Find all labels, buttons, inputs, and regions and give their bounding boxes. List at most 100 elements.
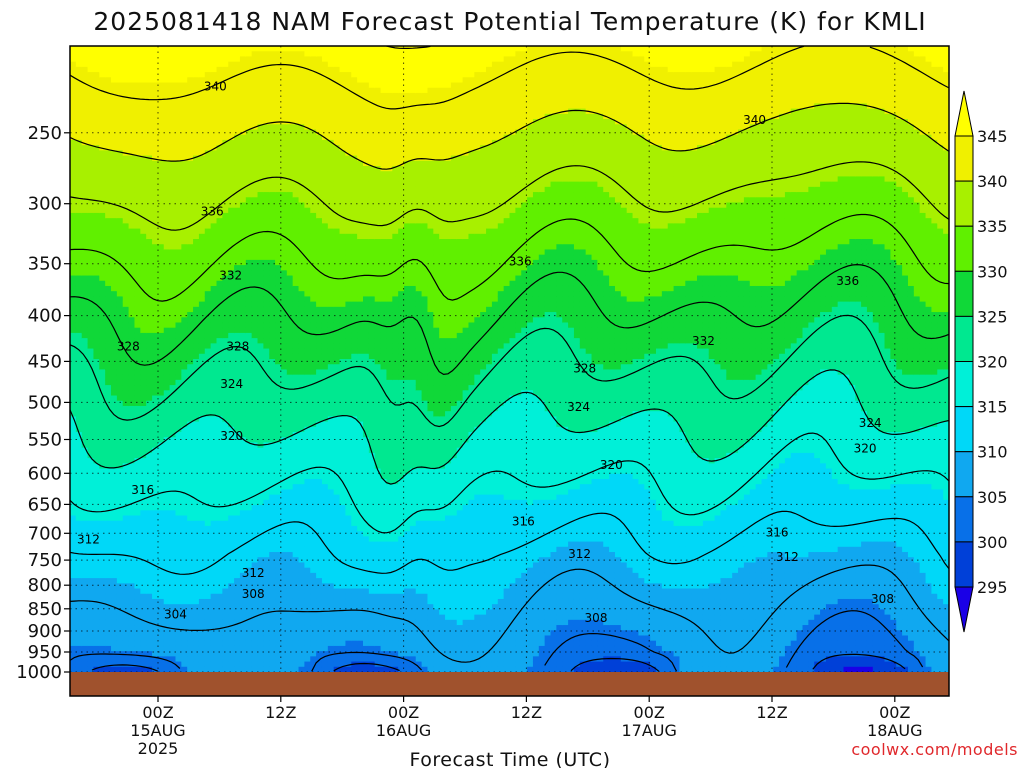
theta-cell (75, 322, 83, 329)
theta-cell (245, 66, 253, 73)
theta-cell (198, 666, 206, 672)
theta-cell (257, 598, 264, 605)
theta-cell (292, 46, 300, 52)
theta-cell (304, 614, 311, 621)
theta-cell (70, 359, 77, 365)
theta-cell (310, 400, 317, 407)
theta-cell (157, 369, 165, 376)
theta-cell (181, 546, 188, 553)
theta-cell (140, 353, 147, 360)
theta-cell (269, 374, 276, 381)
theta-cell (187, 473, 194, 480)
theta-cell (116, 218, 124, 224)
theta-cell (210, 207, 218, 214)
theta-cell (193, 212, 200, 219)
theta-cell (210, 562, 218, 569)
theta-cell (292, 614, 300, 621)
theta-cell (87, 525, 95, 532)
theta-cell (251, 531, 259, 537)
theta-cell (152, 416, 159, 423)
theta-cell (105, 598, 112, 605)
theta-cell (286, 155, 294, 162)
theta-cell (157, 265, 165, 271)
theta-cell (198, 254, 206, 261)
theta-cell (251, 541, 259, 548)
theta-cell (251, 619, 259, 626)
theta-cell (134, 155, 141, 162)
theta-cell (163, 124, 171, 131)
theta-cell (210, 640, 218, 647)
theta-cell (128, 218, 136, 224)
theta-cell (234, 505, 241, 511)
theta-cell (152, 478, 159, 485)
theta-cell (204, 212, 212, 219)
theta-cell (263, 515, 270, 522)
theta-cell (280, 332, 288, 339)
theta-cell (175, 280, 182, 287)
theta-cell (146, 119, 153, 125)
theta-cell (163, 458, 171, 464)
theta-cell (193, 348, 200, 355)
theta-cell (116, 604, 124, 610)
theta-cell (187, 645, 194, 652)
theta-cell (304, 421, 311, 428)
theta-cell (292, 598, 300, 605)
theta-cell (105, 625, 112, 631)
theta-cell (105, 285, 112, 292)
theta-cell (286, 306, 294, 313)
theta-cell (193, 296, 200, 303)
theta-cell (204, 562, 212, 569)
theta-cell (116, 447, 124, 454)
theta-cell (239, 291, 247, 297)
theta-cell (175, 640, 182, 647)
theta-cell (193, 426, 200, 433)
theta-cell (234, 338, 241, 344)
theta-cell (245, 165, 253, 172)
theta-cell (163, 280, 171, 287)
theta-cell (181, 61, 188, 68)
theta-cell (175, 531, 182, 537)
theta-cell (70, 155, 77, 162)
theta-cell (280, 176, 288, 183)
theta-cell (70, 124, 77, 131)
theta-cell (187, 442, 194, 449)
theta-cell (116, 66, 124, 73)
theta-cell (187, 192, 194, 198)
theta-cell (175, 666, 182, 672)
theta-cell (251, 588, 259, 595)
theta-cell (292, 218, 300, 224)
theta-cell (228, 139, 235, 146)
theta-cell (228, 400, 235, 407)
theta-cell (152, 134, 159, 141)
theta-cell (105, 583, 112, 590)
theta-cell (298, 536, 305, 543)
theta-cell (163, 317, 171, 324)
theta-cell (122, 369, 130, 376)
theta-cell (93, 223, 100, 230)
theta-cell (146, 359, 153, 365)
theta-cell (234, 348, 241, 355)
theta-cell (263, 452, 270, 459)
theta-cell (81, 332, 89, 339)
theta-cell (163, 531, 171, 537)
theta-cell (198, 186, 206, 193)
theta-cell (181, 301, 188, 308)
theta-cell (87, 186, 95, 193)
theta-cell (157, 134, 165, 141)
theta-cell (140, 531, 147, 537)
theta-cell (93, 119, 100, 125)
theta-cell (152, 113, 159, 120)
theta-cell (234, 223, 241, 230)
theta-cell (280, 374, 288, 381)
theta-cell (140, 46, 147, 52)
theta-cell (134, 645, 141, 652)
theta-cell (175, 171, 182, 178)
theta-cell (99, 416, 106, 423)
theta-cell (198, 505, 206, 511)
theta-cell (292, 280, 300, 287)
theta-cell (116, 390, 124, 397)
theta-cell (193, 353, 200, 360)
theta-cell (304, 139, 311, 146)
theta-cell (75, 379, 83, 386)
theta-cell (175, 202, 182, 209)
